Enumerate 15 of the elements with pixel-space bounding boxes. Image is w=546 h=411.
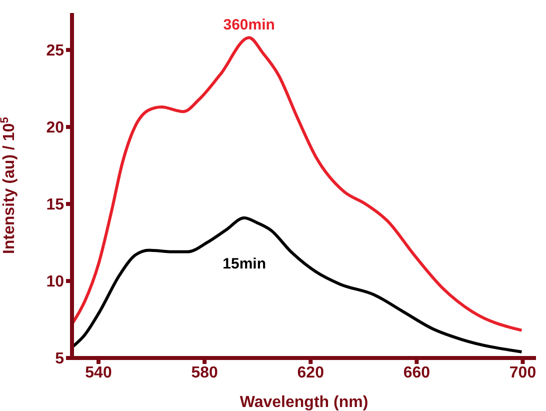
line-series (72, 216, 524, 354)
y-tick-label: 15 (46, 196, 64, 214)
x-tick-label: 620 (297, 364, 324, 382)
x-tick-label: 580 (191, 364, 218, 382)
y-tick-label: 25 (46, 42, 64, 60)
x-axis-title: Wavelength (nm) (240, 394, 368, 411)
series-label: 15min (222, 255, 266, 272)
y-tick-label: 10 (46, 274, 64, 291)
x-tick-label: 700 (509, 364, 536, 382)
y-tick-label: 5 (55, 350, 64, 368)
series-label: 360min (223, 16, 275, 34)
y-tick-label: 20 (46, 120, 64, 137)
x-tick-label: 540 (85, 364, 112, 382)
x-tick-label: 660 (403, 364, 430, 382)
line-series (72, 36, 524, 332)
